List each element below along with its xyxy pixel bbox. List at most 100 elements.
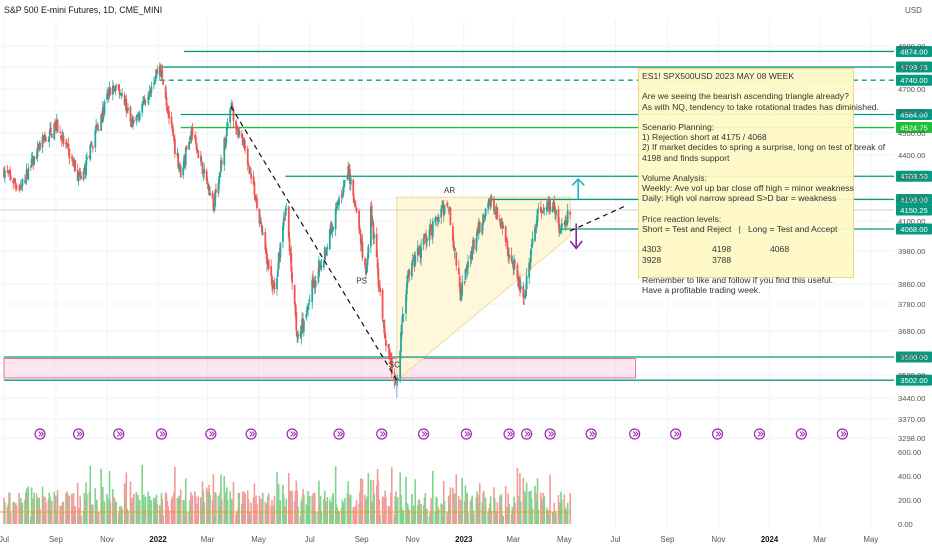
candle-body xyxy=(48,136,51,142)
candle-body xyxy=(267,260,270,269)
event-marker-icon[interactable] xyxy=(753,428,766,440)
volume-bar xyxy=(129,481,132,524)
candle-body xyxy=(396,377,399,381)
volume-bar xyxy=(326,497,329,524)
event-markers[interactable] xyxy=(34,428,848,440)
volume-bar xyxy=(384,490,386,524)
event-marker-icon[interactable] xyxy=(521,428,533,440)
candle-body xyxy=(27,167,30,180)
volume-bar xyxy=(184,478,187,524)
candle-body xyxy=(452,240,455,249)
level-price-label: 3580.00 xyxy=(900,353,927,362)
candle-body xyxy=(106,93,108,100)
volume-bar xyxy=(230,507,232,524)
volume-bar xyxy=(127,510,129,524)
candle-body xyxy=(172,128,175,137)
time-tick-label: May xyxy=(251,535,266,544)
event-marker-icon[interactable] xyxy=(245,428,257,440)
candle-body xyxy=(332,227,335,230)
volume-bar xyxy=(553,502,556,524)
candle-body xyxy=(253,182,256,195)
volume-bar xyxy=(124,498,127,524)
volume-bar xyxy=(318,480,320,524)
volume-bar xyxy=(201,481,204,524)
volume-bar xyxy=(545,507,548,524)
event-marker-icon[interactable] xyxy=(113,428,125,440)
event-marker-icon[interactable] xyxy=(376,428,388,440)
volume-bar xyxy=(470,498,473,524)
volume-bar xyxy=(305,504,308,524)
candle-body xyxy=(154,75,157,82)
event-marker-chevron-icon xyxy=(757,431,764,437)
event-marker-icon[interactable] xyxy=(795,428,807,440)
candle-body xyxy=(135,116,138,121)
analysis-note[interactable]: ES1! SPX500USD 2023 MAY 08 WEEK Are we s… xyxy=(638,68,885,295)
volume-bar xyxy=(171,496,174,524)
time-tick-label: 2022 xyxy=(149,535,167,544)
price-axis[interactable]: 4900.00 4800.00 4700.00 4600.00 4500.00 4400.… xyxy=(898,42,925,443)
event-marker-icon[interactable] xyxy=(34,428,46,440)
candle-body xyxy=(375,234,378,257)
currency-label: USD xyxy=(905,6,922,15)
candle-body xyxy=(443,205,446,215)
candle-body xyxy=(261,232,264,235)
candle-body xyxy=(179,166,182,178)
volume-bar xyxy=(325,513,328,524)
event-marker-icon[interactable] xyxy=(333,428,345,440)
candle-body xyxy=(435,217,438,220)
candle-body xyxy=(282,218,285,226)
candle-body xyxy=(289,250,292,256)
note-line: Are we seeing the bearish ascending tria… xyxy=(642,91,849,102)
candle-body xyxy=(97,128,100,130)
volume-bar xyxy=(231,511,234,524)
triangle-shape xyxy=(396,196,571,382)
event-marker-icon[interactable] xyxy=(585,428,597,440)
volume-bar xyxy=(256,503,258,524)
volume-bar xyxy=(519,502,522,524)
candle-body xyxy=(173,138,176,155)
event-marker-icon[interactable] xyxy=(836,428,848,440)
volume-bar xyxy=(20,506,23,524)
event-marker-icon[interactable] xyxy=(711,428,724,440)
event-marker-icon[interactable] xyxy=(72,428,85,440)
event-marker-chevron-icon xyxy=(799,431,806,437)
time-axis[interactable]: Jul Sep Nov 2022 Mar May Jul Sep Nov 2023 Mar May Ju… xyxy=(0,535,878,544)
volume-bar xyxy=(332,492,334,524)
volume-bar xyxy=(496,502,499,524)
volume-bar xyxy=(200,506,203,524)
event-marker-icon[interactable] xyxy=(670,428,682,440)
volume-bar xyxy=(426,508,428,524)
event-marker-icon[interactable] xyxy=(286,428,298,440)
volume-bar xyxy=(300,501,303,524)
candle-body xyxy=(21,179,24,187)
volume-bar xyxy=(66,491,68,524)
volume-bar xyxy=(389,513,391,524)
candle-body xyxy=(238,131,241,136)
candle-body xyxy=(150,86,153,93)
volume-bar xyxy=(59,505,61,524)
candle-body xyxy=(115,85,118,87)
volume-bar xyxy=(331,496,334,524)
volume-bar xyxy=(148,504,150,524)
volume-bar xyxy=(207,490,210,524)
candle-body xyxy=(68,148,71,159)
candle-body xyxy=(258,208,261,224)
volume-bar xyxy=(428,516,431,524)
event-marker-icon[interactable] xyxy=(460,428,472,440)
candle-body xyxy=(482,214,484,225)
volume-bar xyxy=(190,505,193,524)
candle-body xyxy=(496,207,499,220)
event-marker-icon[interactable] xyxy=(503,428,515,440)
volume-bar xyxy=(144,496,147,524)
candle-body xyxy=(420,246,423,259)
volume-bar xyxy=(32,498,35,524)
event-marker-icon[interactable] xyxy=(418,428,430,440)
level-price-tag xyxy=(896,223,932,235)
event-marker-icon[interactable] xyxy=(544,428,556,440)
note-line: Daily: High vol narrow spread S>D bar = … xyxy=(642,193,837,204)
event-marker-icon[interactable] xyxy=(205,428,217,440)
volume-bar xyxy=(109,501,112,524)
candle-body xyxy=(185,145,188,150)
event-marker-icon[interactable] xyxy=(629,428,641,440)
event-marker-icon[interactable] xyxy=(155,428,168,440)
